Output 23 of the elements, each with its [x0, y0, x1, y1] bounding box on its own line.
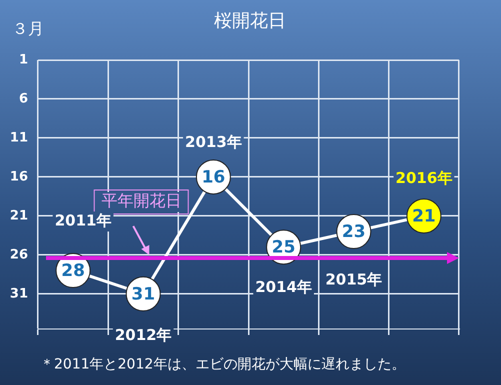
data-label: 28: [61, 260, 85, 281]
x-tick-label: 2014年: [255, 278, 312, 296]
x-tick-label: 2013年: [185, 132, 242, 151]
x-tick-label: 2016年: [396, 168, 452, 187]
y-tick-label: 11: [10, 130, 28, 146]
data-label: 21: [412, 206, 436, 226]
y-tick-label: 1: [18, 52, 28, 68]
x-tick-label: 2012年: [114, 326, 172, 344]
y-tick-label: 16: [10, 169, 28, 184]
x-tick-label: 2015年: [325, 270, 382, 288]
data-label: 16: [202, 167, 226, 188]
y-tick-label: 6: [18, 91, 28, 106]
data-label: 25: [272, 238, 296, 258]
y-axis-title: ３月: [12, 19, 44, 38]
y-tick-label: 31: [10, 286, 28, 302]
ref-line-label: 平年開花日: [101, 191, 182, 210]
x-tick-label: 2011年: [54, 211, 112, 230]
text: ＊2011年と2012年は、エビの開花が大幅に遅れました。: [40, 356, 406, 373]
y-tick-label: 26: [10, 247, 28, 262]
y-tick-label: 21: [10, 208, 28, 224]
data-label: 31: [131, 284, 156, 304]
data-label: 23: [342, 222, 366, 242]
chart-title: 桜開花日: [214, 10, 286, 32]
